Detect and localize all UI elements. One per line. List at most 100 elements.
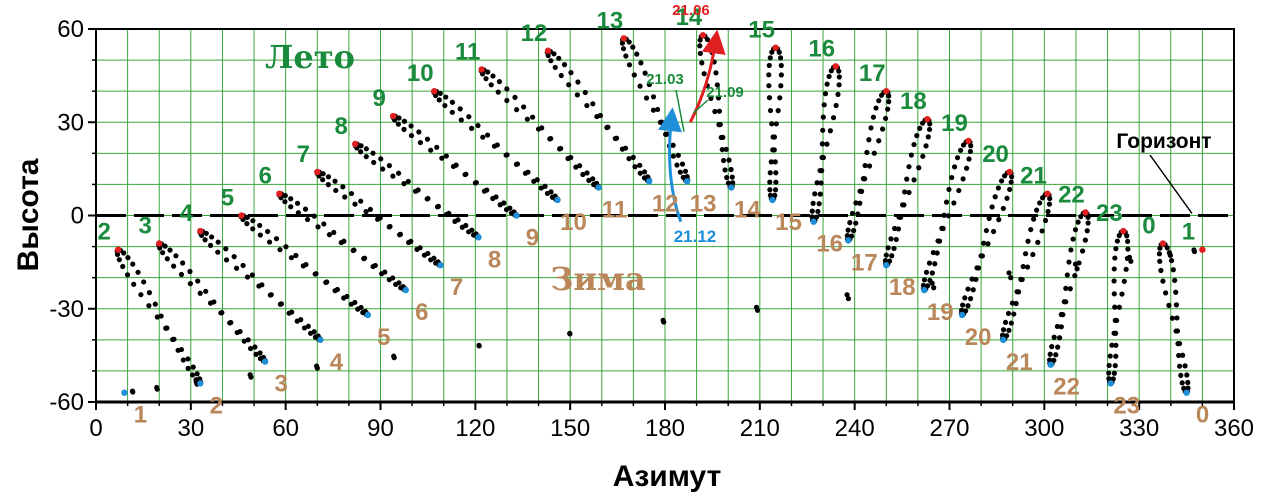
winter-hour-label: 11 bbox=[602, 197, 627, 224]
y-tick-label: 0 bbox=[71, 203, 84, 230]
data-point bbox=[514, 161, 521, 167]
data-point bbox=[1025, 238, 1031, 244]
june-point bbox=[772, 44, 779, 51]
data-point bbox=[582, 89, 588, 96]
winter-hour-label: 7 bbox=[450, 274, 463, 301]
data-point bbox=[484, 132, 491, 138]
data-point bbox=[333, 187, 339, 194]
winter-hour-label: 2 bbox=[210, 392, 223, 419]
data-point bbox=[1034, 207, 1040, 213]
data-point bbox=[908, 152, 914, 158]
data-point bbox=[135, 269, 141, 275]
data-point bbox=[960, 176, 966, 182]
data-point bbox=[370, 150, 376, 156]
data-point bbox=[939, 225, 945, 231]
data-point bbox=[415, 187, 421, 193]
data-point bbox=[342, 194, 348, 200]
data-point bbox=[767, 170, 773, 176]
x-tick-label: 0 bbox=[89, 415, 102, 442]
data-point bbox=[463, 222, 469, 229]
data-point bbox=[833, 102, 839, 109]
data-point bbox=[620, 46, 627, 52]
data-point bbox=[899, 202, 906, 208]
data-point bbox=[626, 62, 633, 68]
data-point bbox=[408, 238, 414, 244]
data-point bbox=[247, 345, 254, 352]
data-point bbox=[724, 174, 730, 181]
axes: 0 30 60 90 120 150 180 210 240 270 300 330 36060300-… bbox=[49, 16, 1254, 442]
data-point bbox=[1191, 248, 1198, 255]
y-tick-label: -60 bbox=[49, 389, 84, 416]
winter-hour-label: 23 bbox=[1113, 392, 1140, 419]
y-axis-title: Высота bbox=[12, 158, 45, 271]
data-point bbox=[911, 141, 917, 148]
data-point bbox=[932, 261, 938, 267]
data-point bbox=[314, 365, 320, 371]
data-point bbox=[1128, 258, 1134, 264]
data-point bbox=[701, 71, 707, 77]
data-point bbox=[567, 330, 573, 336]
data-point bbox=[697, 43, 703, 49]
data-point bbox=[772, 187, 779, 193]
data-point bbox=[277, 247, 283, 253]
data-point bbox=[568, 154, 574, 161]
summer-hour-label: 16 bbox=[808, 35, 835, 62]
data-point bbox=[244, 221, 250, 227]
data-point bbox=[449, 99, 456, 105]
data-point bbox=[767, 55, 773, 61]
data-point bbox=[405, 178, 411, 185]
data-point bbox=[716, 108, 723, 114]
data-point bbox=[195, 278, 201, 284]
data-point bbox=[670, 142, 676, 148]
data-point bbox=[816, 201, 822, 207]
data-point bbox=[282, 192, 288, 199]
data-point bbox=[985, 241, 991, 247]
june-point bbox=[197, 227, 204, 235]
data-point bbox=[584, 102, 590, 109]
data-point bbox=[223, 257, 230, 263]
data-point bbox=[558, 145, 564, 152]
summer-hour-label: 12 bbox=[521, 20, 548, 47]
data-point bbox=[1173, 289, 1179, 295]
data-point bbox=[396, 115, 402, 121]
data-point bbox=[521, 104, 527, 110]
data-point bbox=[1174, 315, 1180, 321]
data-point bbox=[485, 69, 491, 75]
data-point bbox=[178, 346, 185, 353]
summer-hour-label: 23 bbox=[1096, 200, 1123, 227]
data-point bbox=[637, 83, 643, 89]
data-point bbox=[965, 303, 971, 309]
data-point bbox=[203, 288, 209, 294]
data-point bbox=[1008, 179, 1014, 185]
data-point bbox=[357, 149, 364, 155]
data-point bbox=[469, 227, 475, 233]
data-point bbox=[303, 261, 309, 268]
data-point bbox=[817, 191, 823, 197]
december-point bbox=[683, 178, 691, 185]
data-point bbox=[857, 200, 863, 206]
data-point bbox=[495, 89, 501, 95]
data-point bbox=[845, 227, 851, 233]
data-point bbox=[240, 262, 246, 269]
data-point bbox=[1024, 264, 1031, 270]
data-point bbox=[778, 62, 784, 69]
data-point bbox=[827, 128, 833, 134]
data-point bbox=[826, 73, 832, 80]
data-point bbox=[1173, 328, 1179, 334]
data-point bbox=[476, 343, 482, 349]
data-point bbox=[626, 39, 632, 45]
data-point bbox=[1124, 255, 1130, 262]
data-point bbox=[892, 225, 898, 232]
data-point bbox=[507, 205, 513, 211]
data-point bbox=[202, 237, 208, 243]
data-point bbox=[121, 250, 127, 256]
data-point bbox=[590, 101, 596, 107]
data-point bbox=[946, 186, 952, 193]
data-point bbox=[1055, 344, 1061, 350]
data-point bbox=[906, 164, 912, 170]
data-point bbox=[160, 250, 166, 256]
data-point bbox=[885, 245, 891, 251]
december-point bbox=[475, 234, 482, 241]
data-point bbox=[893, 236, 899, 243]
data-point bbox=[1125, 246, 1131, 252]
